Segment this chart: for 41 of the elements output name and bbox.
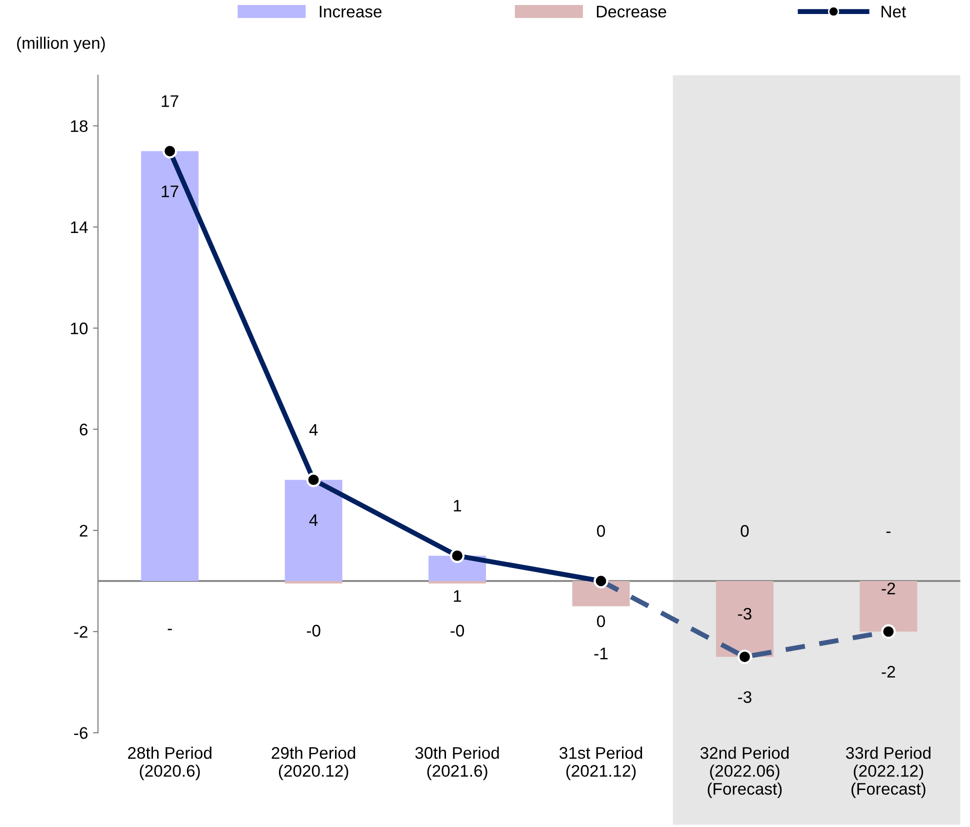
y-tick-label: -6 <box>74 727 88 739</box>
y-axis-title: (million yen) <box>17 36 105 52</box>
data-label: 4 <box>309 424 318 436</box>
data-label: 0 <box>597 615 605 628</box>
legend-label: Increase <box>320 6 382 18</box>
legend-label: Net <box>882 6 906 18</box>
data-label: -0 <box>450 624 464 637</box>
bar <box>428 581 486 584</box>
data-label: -1 <box>594 648 608 660</box>
y-tick-label: -2 <box>74 626 88 638</box>
bar <box>141 151 199 581</box>
bar <box>284 480 342 581</box>
legend-label: Decrease <box>596 6 666 18</box>
data-label: 0 <box>740 525 749 537</box>
bar <box>284 581 342 584</box>
x-tick-label: 28th Period (2020.6) <box>128 746 212 780</box>
x-tick-label: 30th Period (2021.6) <box>415 746 499 780</box>
data-label: -0 <box>306 624 320 637</box>
text: - <box>886 532 890 533</box>
data-label: 17 <box>162 186 178 198</box>
y-tick-label: 2 <box>80 524 88 536</box>
x-tick-label: 33rd Period (2022.12) (Forecast) <box>846 746 930 798</box>
data-label: -2 <box>882 582 896 594</box>
bar <box>716 581 774 657</box>
data-label: 1 <box>454 590 462 602</box>
x-tick-label: 31st Period (2021.12) <box>559 746 642 780</box>
bar <box>860 581 918 632</box>
data-label: 17 <box>162 95 178 107</box>
data-label: -3 <box>738 691 752 703</box>
y-tick-label: 18 <box>70 120 88 132</box>
data-label: 0 <box>597 525 605 537</box>
y-tick-label: 14 <box>70 222 88 234</box>
data-label: -3 <box>738 608 752 620</box>
data-label: 1 <box>454 500 462 512</box>
data-label: 4 <box>309 514 318 526</box>
x-tick-label: 29th Period (2020.12) <box>272 746 356 780</box>
text: - <box>168 628 172 630</box>
data-label: -2 <box>882 666 896 678</box>
x-tick-label: 32nd Period (2022.06) (Forecast) <box>700 746 789 798</box>
y-tick-label: 10 <box>70 322 88 334</box>
y-tick-label: 6 <box>80 424 88 436</box>
